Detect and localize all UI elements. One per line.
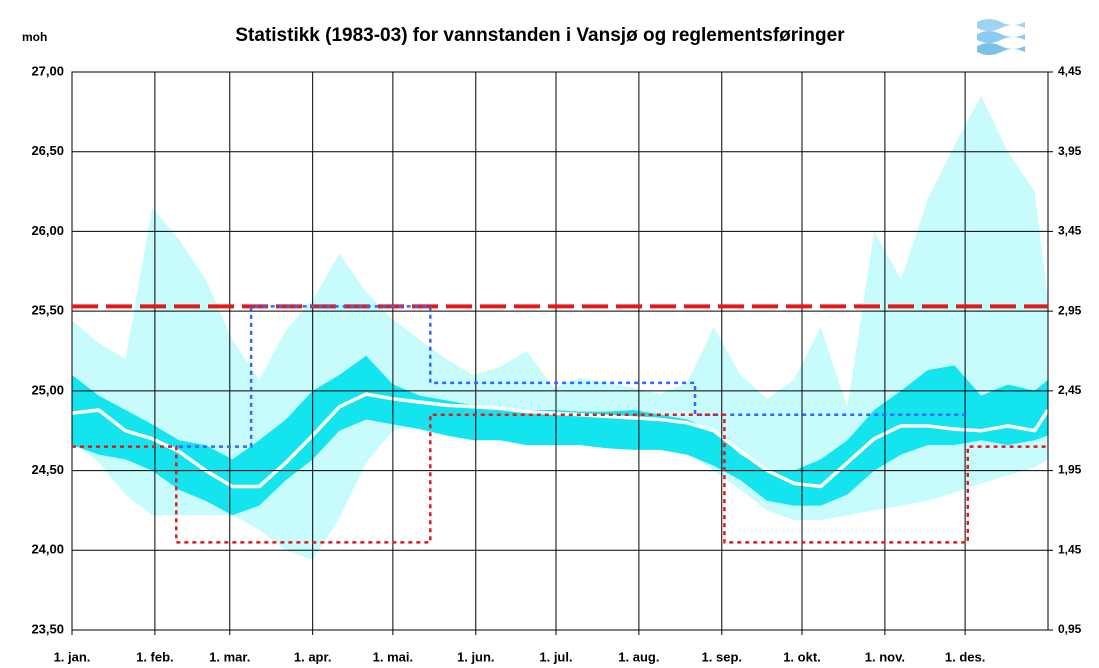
x-tick-label: 1. nov. [865,649,905,664]
chart-title: Statistikk (1983-03) for vannstanden i V… [235,25,845,46]
logo-wave [977,31,1025,43]
logo [977,19,1025,55]
y2-tick-label: 1,45 [1058,542,1082,556]
y-tick-label: 24,50 [31,462,64,477]
median-line [71,392,1050,489]
y-tick-label: 23,50 [31,621,64,636]
y-tick-label: 26,00 [31,223,64,238]
x-tick-label: 1. mai. [373,649,413,664]
x-tick-label: 1. jul. [539,649,572,664]
y-axis-label: moh [22,30,47,44]
x-tick-label: 1. aug. [618,649,659,664]
y2-tick-label: 3,95 [1058,144,1082,158]
y2-tick-label: 2,45 [1058,383,1082,397]
regulation-line [72,413,1048,544]
y2-tick-label: 4,45 [1058,64,1082,78]
logo-wave [977,19,1025,31]
y-tick-label: 27,00 [31,63,64,78]
x-tick-label: 1. des. [945,649,985,664]
band [72,355,1048,516]
x-tick-label: 1. feb. [136,649,174,664]
x-tick-label: 1. apr. [294,649,332,664]
x-tick-label: 1. mar. [209,649,250,664]
y2-tick-label: 3,45 [1058,224,1082,238]
y-tick-label: 25,00 [31,382,64,397]
plot-frame [71,71,1049,631]
y2-tick-label: 1,95 [1058,463,1082,477]
y2-tick-label: 0,95 [1058,622,1082,636]
x-tick-label: 1. jun. [457,649,495,664]
x-tick-label: 1. okt. [783,649,821,664]
logo-wave [977,43,1025,55]
y-tick-label: 26,50 [31,143,64,158]
x-tick-label: 1. jan. [54,649,91,664]
y-tick-label: 24,00 [31,542,64,557]
y2-tick-label: 2,95 [1058,303,1082,317]
x-tick-label: 1. sep. [702,649,742,664]
y-tick-label: 25,50 [31,303,64,318]
